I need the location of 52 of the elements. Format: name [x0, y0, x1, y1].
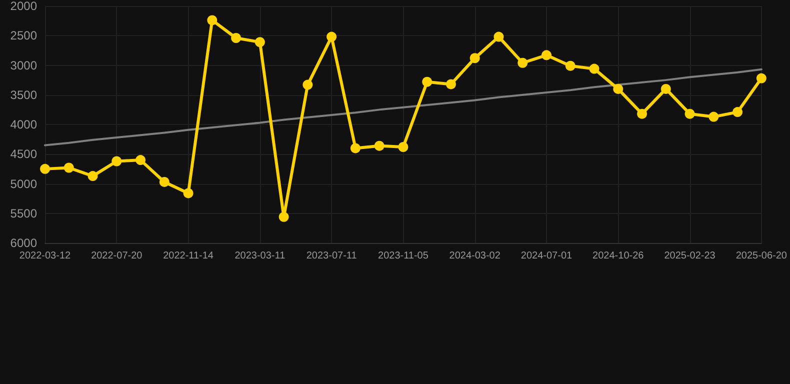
point: [207, 15, 218, 26]
y-tick-label: 3000: [10, 58, 38, 72]
point: [422, 76, 432, 87]
y-tick-label: 2500: [10, 28, 38, 43]
x-tick-label: 2022-03-12: [19, 250, 72, 262]
point: [660, 84, 671, 94]
point: [112, 156, 122, 166]
point: [708, 112, 719, 122]
x-tick-label: 2025-02-23: [664, 250, 716, 262]
x-tick-label: 2024-10-26: [592, 250, 644, 262]
point: [518, 58, 528, 68]
point: [350, 143, 360, 154]
x-tick-label: 2022-11-14: [163, 250, 214, 262]
x-tick-label: 2024-03-02: [449, 250, 501, 262]
point: [565, 60, 576, 71]
point: [398, 142, 408, 152]
point: [470, 53, 480, 64]
point: [589, 64, 600, 74]
y-tick-label: 4000: [10, 118, 38, 132]
point: [326, 32, 337, 42]
y-tick-label: 4500: [10, 147, 38, 162]
point: [254, 37, 265, 48]
point: [278, 212, 289, 222]
point: [136, 155, 146, 166]
point: [637, 108, 648, 119]
point: [40, 164, 50, 174]
y-tick-label: 2000: [10, 0, 38, 13]
y-tick-label: 5500: [10, 206, 38, 220]
point: [542, 50, 552, 60]
y-tick-label: 3500: [10, 88, 38, 102]
y-tick-label: 5000: [10, 176, 38, 191]
point: [494, 32, 504, 42]
x-tick-label: 2023-03-11: [234, 250, 286, 262]
point: [302, 80, 313, 90]
point: [159, 176, 170, 187]
point: [613, 84, 624, 94]
point: [732, 107, 743, 118]
y-tick-label: 6000: [10, 236, 38, 250]
point: [88, 171, 98, 182]
point: [684, 108, 695, 119]
x-tick-label: 2024-07-01: [520, 250, 573, 262]
point: [374, 140, 384, 151]
point: [64, 162, 74, 173]
x-tick-label: 2023-07-11: [306, 250, 358, 262]
point: [183, 188, 194, 198]
x-tick-label: 2025-06-20: [736, 250, 788, 262]
x-tick-label: 2023-11-05: [378, 250, 429, 262]
line-series: [44, 68, 762, 146]
point: [231, 32, 242, 43]
point: [446, 79, 456, 90]
x-tick-label: 2022-07-20: [91, 250, 143, 262]
point: [756, 73, 766, 84]
